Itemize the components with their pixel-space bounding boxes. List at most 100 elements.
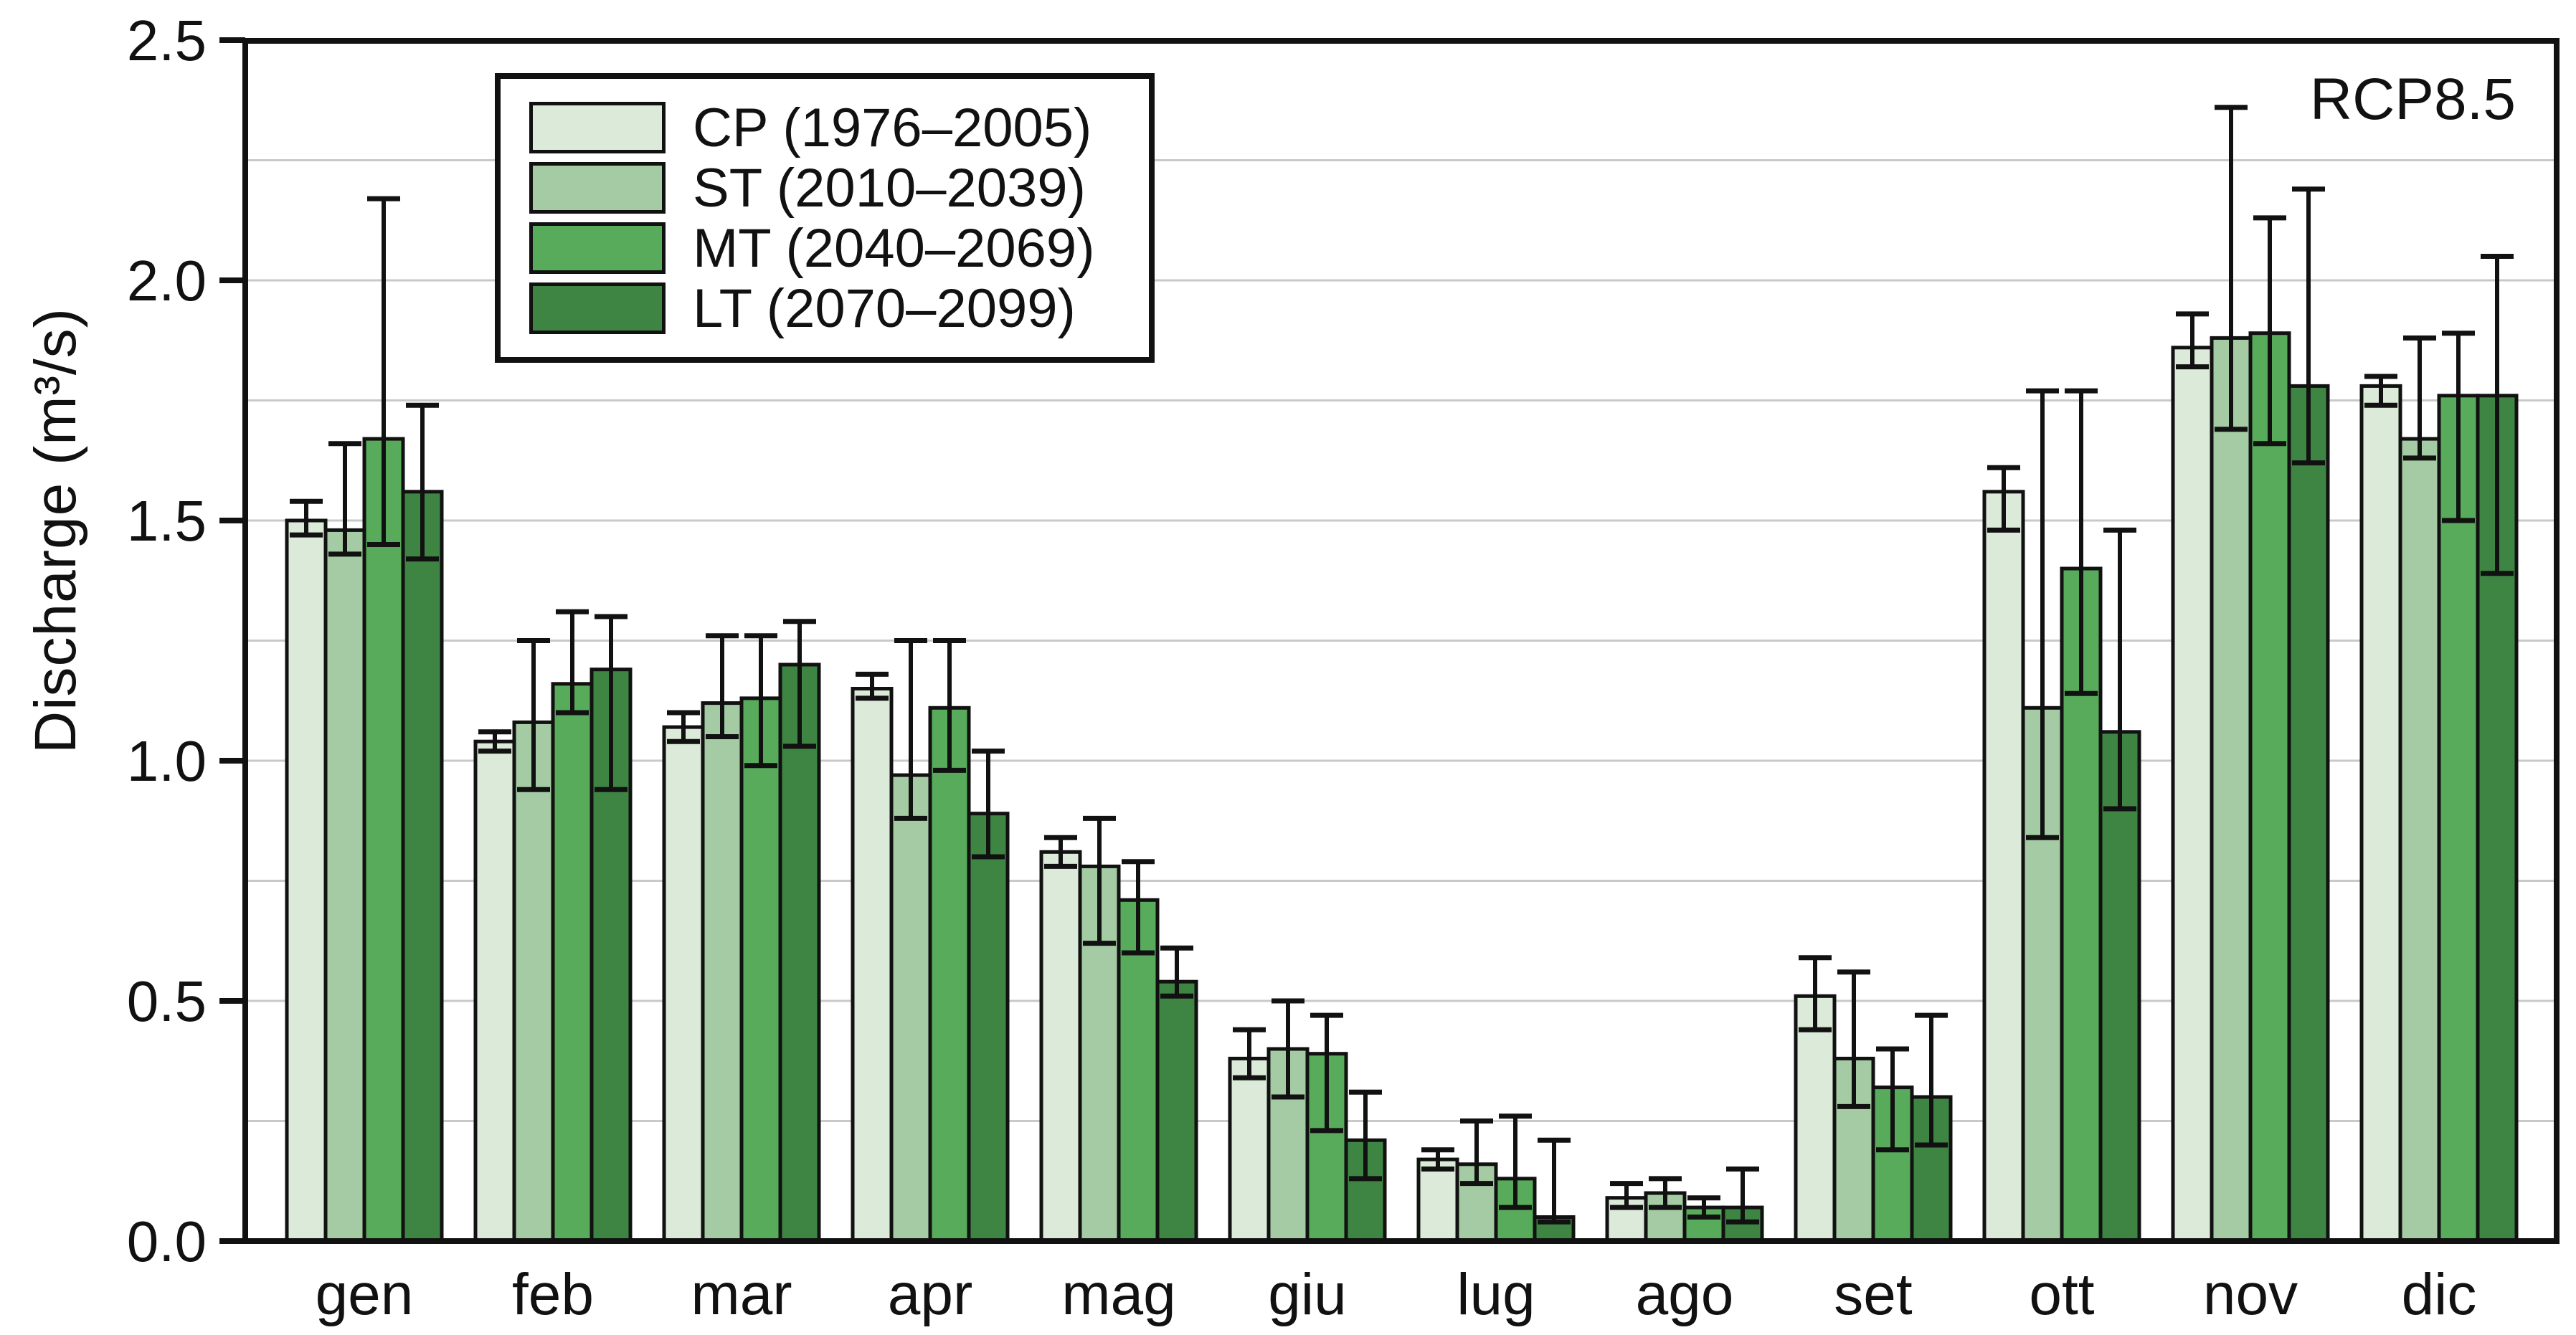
errorbar-cp-mar (667, 710, 700, 744)
x-tick-label: mar (691, 1262, 792, 1327)
errorbar-mt-mar (744, 633, 777, 769)
x-tick-label: ago (1636, 1262, 1734, 1327)
errorbar-cp-apr (856, 671, 889, 701)
bar-mt-apr (928, 705, 971, 1243)
error-bars (290, 105, 2514, 1225)
errorbar-st-giu (1272, 998, 1304, 1100)
errorbar-cp-nov (2176, 311, 2209, 370)
errorbar-lt-apr (972, 749, 1005, 860)
bar-cp-mag (1039, 850, 1082, 1243)
errorbar-cp-dic (2364, 374, 2397, 408)
x-tick-label: mag (1061, 1262, 1176, 1327)
errorbar-st-feb (517, 638, 550, 792)
errorbar-lt-giu (1349, 1089, 1382, 1182)
y-axis-title: Discharge (m³/s) (23, 308, 88, 754)
errorbar-cp-giu (1233, 1027, 1266, 1080)
errorbar-lt-lug (1538, 1137, 1571, 1225)
errorbar-cp-mag (1044, 835, 1077, 869)
errorbar-st-ago (1649, 1176, 1682, 1210)
bar-cp-set (1794, 994, 1837, 1243)
bar-cp-gen (285, 518, 328, 1243)
legend-label-mt: MT (2040–2069) (693, 217, 1095, 279)
errorbar-st-dic (2403, 335, 2436, 461)
errorbar-lt-nov (2292, 186, 2325, 466)
axes-frame (242, 38, 2560, 1244)
errorbar-st-lug (1460, 1118, 1493, 1187)
bar-cp-mar (662, 725, 705, 1243)
errorbar-lt-set (1915, 1012, 1948, 1148)
legend-swatch-st (529, 162, 666, 214)
legend-swatch-lt (529, 282, 666, 334)
bar-cp-nov (2171, 346, 2214, 1243)
bar-lt-mar (778, 662, 821, 1243)
errorbar-mt-giu (1310, 1012, 1343, 1134)
errorbar-mt-set (1876, 1046, 1909, 1153)
bar-mt-mar (739, 696, 782, 1243)
bar-cp-lug (1416, 1157, 1459, 1243)
legend-label-st: ST (2010–2039) (693, 157, 1086, 219)
x-tick-label: apr (888, 1262, 973, 1327)
errorbar-lt-mar (783, 619, 816, 749)
x-axis-labels: gen feb mar apr mag giu lug ago set ott nov dic (316, 1262, 2477, 1327)
y-axis-ticks: 0.0 0.5 1.0 1.5 2.0 2.5 (127, 9, 245, 1273)
legend-swatch-cp (529, 102, 666, 153)
errorbar-mt-lug (1499, 1113, 1532, 1210)
errorbar-mt-ago (1687, 1195, 1720, 1220)
bar-cp-dic (2359, 384, 2402, 1243)
x-tick-label: ott (2029, 1262, 2094, 1327)
bar-cp-apr (851, 687, 894, 1243)
errorbar-lt-gen (406, 402, 439, 562)
errorbar-st-mar (706, 633, 739, 739)
y-tick-label: 1.0 (127, 729, 207, 793)
gridlines (248, 159, 2554, 1122)
x-tick-label: lug (1457, 1262, 1535, 1327)
errorbar-mt-gen (367, 196, 400, 547)
y-tick-label: 2.5 (127, 9, 207, 72)
errorbar-lt-mag (1160, 945, 1193, 999)
errorbar-mt-feb (556, 609, 589, 716)
errorbar-lt-ott (2103, 527, 2136, 812)
bar-lt-gen (401, 490, 444, 1243)
errorbar-cp-lug (1421, 1147, 1454, 1172)
x-tick-label: giu (1268, 1262, 1346, 1327)
legend-label-cp: CP (1976–2005) (693, 97, 1092, 158)
errorbar-st-nov (2215, 105, 2248, 432)
y-tick-label: 1.5 (127, 489, 207, 553)
errorbar-cp-ott (1987, 465, 2020, 533)
bar-mt-nov (2248, 331, 2291, 1243)
errorbar-st-apr (894, 638, 927, 821)
x-tick-label: nov (2203, 1262, 2298, 1327)
bar-cp-giu (1228, 1056, 1271, 1243)
y-tick-label: 0.5 (127, 969, 207, 1033)
bar-st-mar (701, 701, 744, 1243)
legend: CP (1976–2005) ST (2010–2039) MT (2040–206… (495, 73, 1155, 363)
x-tick-label: gen (316, 1262, 414, 1327)
bar-cp-feb (473, 739, 516, 1243)
bar-mt-feb (551, 682, 594, 1243)
bar-lt-mag (1155, 979, 1198, 1243)
errorbar-cp-set (1799, 955, 1832, 1032)
bar-cp-ott (1982, 490, 2025, 1243)
errorbar-st-set (1837, 969, 1870, 1109)
y-tick-label: 0.0 (127, 1210, 207, 1273)
bar-lt-ott (2098, 730, 2141, 1243)
bar-st-feb (512, 720, 555, 1243)
errorbar-lt-dic (2481, 254, 2514, 576)
bar-st-apr (889, 773, 932, 1243)
x-tick-label: feb (512, 1262, 594, 1327)
errorbar-st-mag (1083, 815, 1116, 946)
legend-swatch-mt (529, 222, 666, 274)
errorbar-mt-apr (933, 638, 966, 773)
bar-lt-apr (967, 812, 1010, 1243)
errorbar-st-gen (328, 441, 361, 557)
errorbar-mt-nov (2253, 215, 2286, 447)
errorbar-mt-ott (2065, 388, 2098, 696)
errorbar-cp-gen (290, 498, 323, 538)
bar-st-nov (2210, 336, 2253, 1243)
legend-item-lt: LT (2070–2099) (529, 278, 1135, 339)
legend-item-cp: CP (1976–2005) (529, 98, 1135, 158)
errorbar-mt-mag (1122, 859, 1155, 956)
legend-item-mt: MT (2040–2069) (529, 217, 1135, 279)
